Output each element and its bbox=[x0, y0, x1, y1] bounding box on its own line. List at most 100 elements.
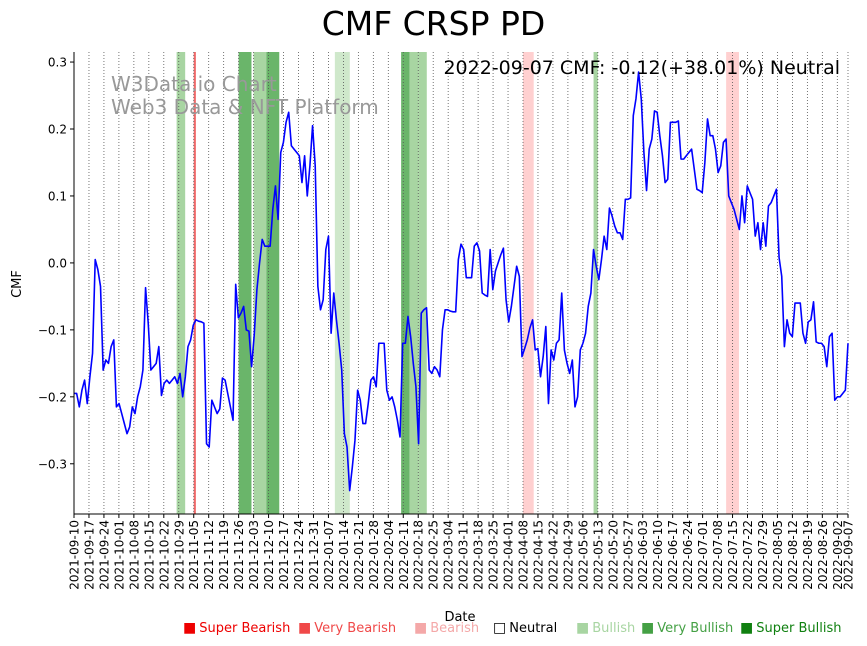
band-bullish-5 bbox=[334, 52, 350, 514]
x-tick-label: 2022-08-12 bbox=[786, 520, 800, 590]
x-tick-label: 2022-05-13 bbox=[591, 520, 605, 590]
legend-item-super-bearish: ■ Super Bearish bbox=[183, 620, 290, 636]
x-tick-label: 2022-05-27 bbox=[621, 520, 635, 590]
legend-item-very-bearish: ■ Very Bearish bbox=[298, 620, 396, 636]
legend-swatch: ■ bbox=[641, 620, 655, 636]
x-tick-label: 2021-12-31 bbox=[307, 520, 321, 590]
x-tick-label: 2022-04-15 bbox=[531, 520, 545, 590]
x-tick-label: 2022-01-14 bbox=[337, 520, 351, 590]
legend-item-bearish: ■ Bearish bbox=[414, 620, 479, 636]
x-tick-label: 2021-12-24 bbox=[292, 520, 306, 590]
x-tick-label: 2021-09-24 bbox=[97, 520, 111, 590]
y-tick-label: 0.2 bbox=[48, 123, 67, 137]
legend-label: Very Bullish bbox=[657, 621, 734, 636]
x-tick-label: 2021-10-22 bbox=[157, 520, 171, 590]
x-tick-label: 2022-03-04 bbox=[442, 520, 456, 590]
band-bearish-9 bbox=[523, 52, 534, 514]
x-tick-label: 2022-02-04 bbox=[382, 520, 396, 590]
y-ticks: −0.3 −0.2 −0.1 0.0 0.1 0.2 0.3 bbox=[38, 56, 74, 471]
x-tick-label: 2021-12-10 bbox=[262, 520, 276, 590]
x-ticks: 2021-09-10 2021-09-17 2021-09-24 2021-10-01… bbox=[68, 514, 856, 590]
legend-item-super-bullish: ■ Super Bullish bbox=[740, 620, 841, 636]
legend-item-bullish: ■ Bullish bbox=[576, 620, 635, 636]
x-tick-label: 2022-04-01 bbox=[502, 520, 516, 590]
x-tick-label: 2022-01-21 bbox=[352, 520, 366, 590]
y-axis-label: CMF bbox=[10, 270, 25, 298]
band-bullish-7 bbox=[409, 52, 419, 514]
band-bullish-3 bbox=[253, 52, 267, 514]
x-tick-label: 2021-11-26 bbox=[232, 520, 246, 590]
x-tick-label: 2022-06-03 bbox=[636, 520, 650, 590]
x-tick-label: 2021-11-12 bbox=[202, 520, 216, 590]
x-tick-label: 2021-10-29 bbox=[172, 520, 186, 590]
x-tick-label: 2022-02-11 bbox=[397, 520, 411, 590]
series-layer bbox=[74, 71, 849, 492]
band-very-bullish-2 bbox=[238, 52, 252, 514]
legend-item-neutral: □ Neutral bbox=[493, 620, 557, 636]
x-tick-label: 2021-09-17 bbox=[82, 520, 96, 590]
x-tick-label: 2022-07-29 bbox=[756, 520, 770, 590]
y-tick-label: −0.1 bbox=[38, 323, 67, 337]
legend-swatch: ■ bbox=[576, 620, 590, 636]
x-tick-label: 2022-04-08 bbox=[517, 520, 531, 590]
y-tick-label: 0.1 bbox=[48, 189, 67, 203]
x-tick-label: 2021-09-10 bbox=[68, 520, 82, 590]
legend-label: Super Bullish bbox=[756, 621, 842, 636]
x-tick-label: 2021-12-03 bbox=[247, 520, 261, 590]
signal-bands bbox=[176, 52, 739, 514]
x-tick-label: 2022-04-29 bbox=[561, 520, 575, 590]
y-tick-label: 0.3 bbox=[48, 56, 67, 70]
band-very-bullish-4 bbox=[266, 52, 280, 514]
x-tick-label: 2021-11-05 bbox=[187, 520, 201, 590]
x-tick-label: 2022-04-22 bbox=[546, 520, 560, 590]
legend-swatch: ■ bbox=[414, 620, 428, 636]
x-tick-label: 2022-03-18 bbox=[472, 520, 486, 590]
x-tick-label: 2022-05-20 bbox=[606, 520, 620, 590]
x-tick-label: 2022-05-06 bbox=[576, 520, 590, 590]
band-very-bullish-6 bbox=[401, 52, 410, 514]
x-tick-label: 2022-06-24 bbox=[681, 520, 695, 590]
x-tick-label: 2021-12-17 bbox=[277, 520, 291, 590]
y-tick-label: −0.3 bbox=[38, 457, 67, 471]
legend-swatch: ■ bbox=[740, 620, 754, 636]
x-tick-label: 2022-07-15 bbox=[726, 520, 740, 590]
x-tick-label: 2022-01-28 bbox=[367, 520, 381, 590]
legend-swatch: ■ bbox=[298, 620, 312, 636]
band-bullish-0 bbox=[176, 52, 186, 514]
y-tick-label: −0.2 bbox=[38, 390, 67, 404]
x-tick-label: 2022-06-17 bbox=[666, 520, 680, 590]
x-tick-label: 2022-07-22 bbox=[741, 520, 755, 590]
x-tick-label: 2022-09-02 bbox=[831, 520, 845, 590]
band-very-bearish-1 bbox=[193, 52, 196, 514]
x-tick-label: 2022-07-08 bbox=[711, 520, 725, 590]
x-tick-label: 2022-02-18 bbox=[412, 520, 426, 590]
x-axis-label: Date bbox=[444, 610, 475, 625]
legend-item-very-bullish: ■ Very Bullish bbox=[641, 620, 733, 636]
y-tick-label: 0.0 bbox=[48, 256, 67, 270]
watermark-line-2: Web3 Data & NFT Platform bbox=[111, 95, 379, 119]
x-tick-label: 2022-01-07 bbox=[322, 520, 336, 590]
x-tick-label: 2021-11-19 bbox=[217, 520, 231, 590]
x-tick-label: 2021-10-01 bbox=[112, 520, 126, 590]
x-tick-label: 2022-03-11 bbox=[457, 520, 471, 590]
x-tick-label: 2021-10-08 bbox=[127, 520, 141, 590]
legend-label: Neutral bbox=[509, 621, 558, 636]
watermark-line-1: W3Data.io Chart bbox=[111, 72, 277, 96]
x-tick-label: 2021-10-15 bbox=[142, 520, 156, 590]
x-tick-label: 2022-08-19 bbox=[801, 520, 815, 590]
chart-title: CMF CRSP PD bbox=[321, 4, 546, 43]
x-tick-label: 2022-08-05 bbox=[771, 520, 785, 590]
legend-swatch: ■ bbox=[183, 620, 197, 636]
legend-label: Bullish bbox=[592, 621, 636, 636]
x-tick-label: 2022-03-25 bbox=[487, 520, 501, 590]
legend-label: Bearish bbox=[430, 621, 480, 636]
band-bullish-8 bbox=[418, 52, 427, 514]
x-tick-label: 2022-06-10 bbox=[651, 520, 665, 590]
x-tick-label: 2022-09-07 bbox=[842, 520, 856, 590]
annotation-text: 2022-09-07 CMF: -0.12(+38.01%) Neutral bbox=[443, 57, 840, 79]
x-tick-label: 2022-02-25 bbox=[427, 520, 441, 590]
x-tick-label: 2022-08-26 bbox=[816, 520, 830, 590]
legend-swatch: □ bbox=[493, 620, 507, 636]
legend-label: Super Bearish bbox=[199, 621, 291, 636]
